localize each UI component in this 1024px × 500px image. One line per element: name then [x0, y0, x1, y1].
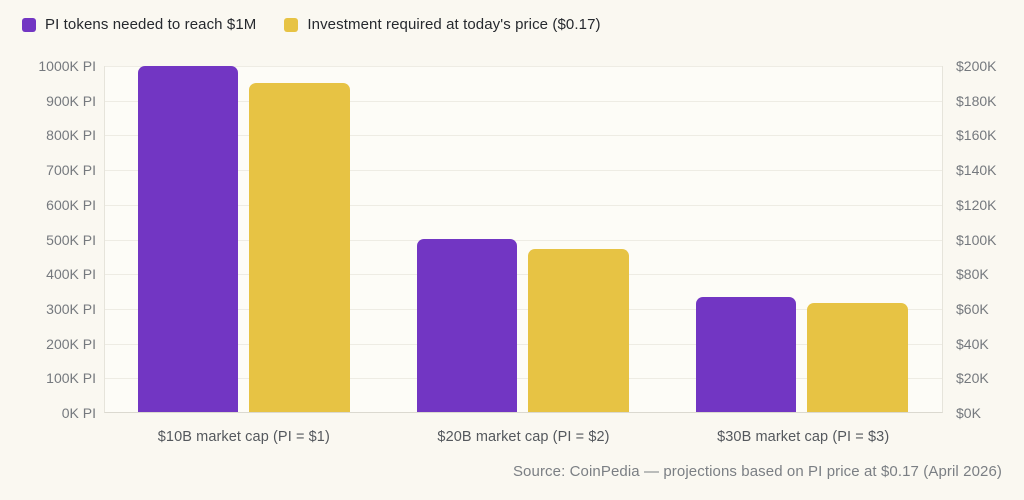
y-tick-left: 800K PI — [46, 127, 96, 144]
gridline — [105, 239, 942, 241]
chart-legend: PI tokens needed to reach $1M Investment … — [22, 16, 601, 33]
bar-group — [663, 66, 942, 412]
gridline — [105, 100, 942, 102]
y-tick-right: $40K — [956, 335, 989, 352]
x-axis-label: $30B market cap (PI = $3) — [717, 429, 890, 445]
gridline — [105, 378, 942, 380]
bar-groups — [105, 66, 942, 412]
plot-area — [104, 66, 943, 413]
bar-investment — [528, 249, 629, 412]
bar-pi-tokens — [417, 239, 517, 412]
y-tick-left: 0K PI — [61, 405, 96, 421]
y-tick-right: $160K — [956, 127, 997, 144]
source-note: Source: CoinPedia — projections based on… — [512, 463, 1002, 480]
legend-item: Investment required at today's price ($0… — [284, 16, 601, 33]
x-axis-labels: $10B market cap (PI = $1) $20B market cap… — [104, 429, 943, 445]
legend-swatch-icon — [22, 17, 36, 32]
y-tick-right: $200K — [956, 58, 997, 74]
y-tick-right: $120K — [956, 196, 997, 213]
bar-group — [105, 66, 384, 412]
y-axis-right: $0K $20K $40K $60K $80K $100K $120K $140K $160K $… — [956, 58, 1024, 421]
y-tick-left: 900K PI — [46, 92, 96, 109]
gridline — [105, 204, 942, 206]
legend-swatch-icon — [284, 17, 299, 32]
legend-label: Investment required at today's price ($0… — [307, 16, 601, 33]
y-tick-left: 700K PI — [46, 162, 96, 179]
gridline — [105, 343, 942, 345]
y-tick-right: $180K — [956, 92, 997, 109]
legend-label: PI tokens needed to reach $1M — [45, 16, 257, 33]
y-tick-left: 400K PI — [46, 266, 96, 283]
bar-investment — [249, 83, 350, 412]
gridline — [105, 308, 942, 310]
bar-investment — [807, 303, 908, 412]
y-tick-right: $0K — [956, 405, 981, 421]
gridline — [105, 66, 942, 67]
y-tick-right: $100K — [956, 231, 997, 248]
y-tick-right: $20K — [956, 370, 989, 387]
y-tick-right: $140K — [956, 162, 997, 179]
x-axis-label: $10B market cap (PI = $1) — [157, 429, 330, 445]
legend-item: PI tokens needed to reach $1M — [22, 16, 256, 33]
gridline — [105, 170, 942, 172]
y-tick-left: 600K PI — [46, 196, 96, 213]
y-tick-right: $80K — [956, 266, 989, 283]
y-tick-left: 100K PI — [46, 370, 96, 387]
gridline — [105, 274, 942, 276]
gridline — [105, 135, 942, 137]
y-tick-left: 1000K PI — [38, 58, 96, 74]
bar-group — [384, 66, 663, 412]
y-tick-right: $60K — [956, 300, 989, 317]
y-axis-left: 0K PI 100K PI 200K PI 300K PI 400K PI 500K PI… — [0, 58, 96, 421]
y-tick-left: 500K PI — [46, 231, 96, 248]
y-tick-left: 200K PI — [46, 335, 96, 352]
x-axis-label: $20B market cap (PI = $2) — [437, 429, 610, 445]
bar-pi-tokens — [138, 66, 238, 412]
bar-pi-tokens — [696, 296, 796, 412]
y-tick-left: 300K PI — [46, 300, 96, 317]
